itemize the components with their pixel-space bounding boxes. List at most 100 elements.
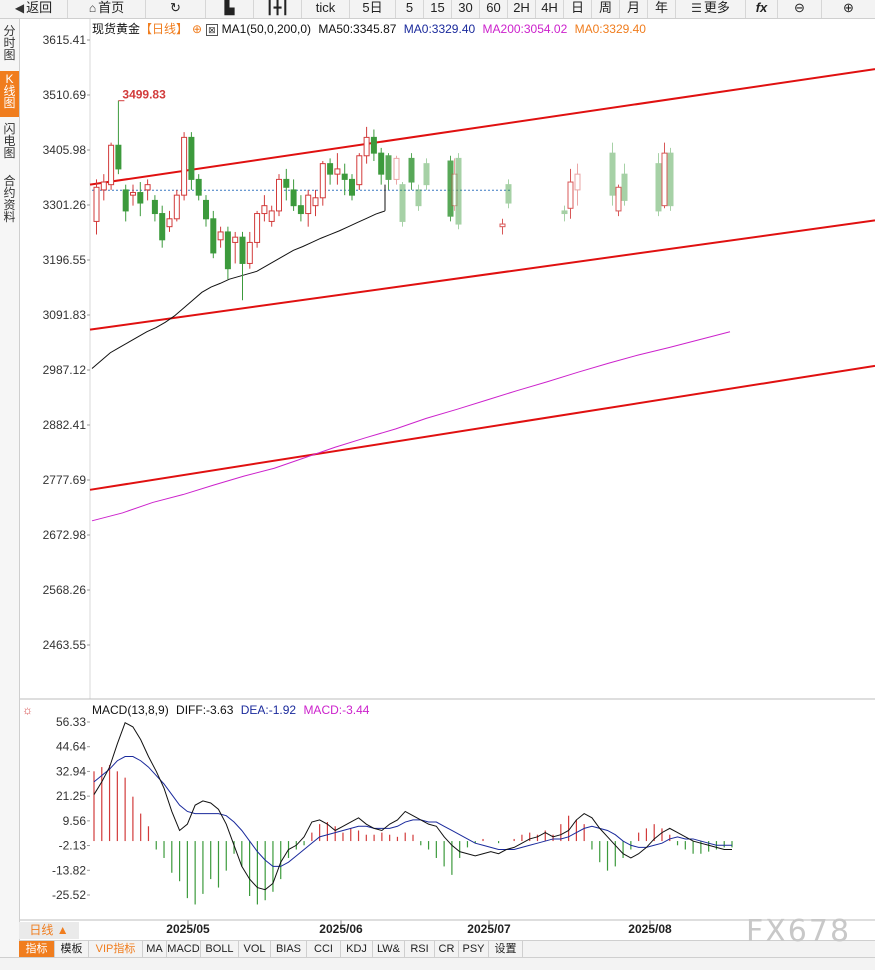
price-tick-label: 3510.69 — [43, 88, 87, 102]
indicator-tab[interactable]: CCI — [307, 941, 341, 958]
left-nav: 分时图 K线图 闪电图 合约资料 — [0, 19, 20, 969]
indicator-tab[interactable]: LW& — [373, 941, 405, 958]
macd-axis: 56.33 44.64 32.94 21.25 9.56 -2.13 -13.82 -25.5… — [52, 715, 90, 902]
candle-body — [341, 173, 348, 180]
indicator-tab[interactable]: 模板 — [55, 941, 89, 958]
price-axis: 3615.41 3510.69 3405.98 3301.26 3196.55 3091.… — [43, 33, 90, 652]
nav-tab-flash[interactable]: 闪电图 — [0, 123, 19, 163]
candle-body — [239, 236, 246, 264]
indicator-tab[interactable]: RSI — [405, 941, 435, 958]
candle — [283, 168, 290, 201]
candle — [137, 182, 144, 217]
chart-type-button[interactable]: ▙ — [206, 0, 254, 18]
candle-body — [370, 136, 377, 154]
indicator-tab[interactable]: 指标 — [19, 941, 55, 958]
candle-body — [621, 173, 628, 201]
indicator-tab[interactable]: BIAS — [271, 941, 307, 958]
indicator-tab[interactable]: CR — [435, 941, 459, 958]
candle-type-button[interactable]: ┃╋┃ — [254, 0, 302, 18]
sun-icon[interactable]: ☼ — [22, 703, 33, 717]
indicator-tab[interactable]: BOLL — [201, 941, 239, 958]
ghost-candle — [415, 184, 422, 211]
settings-icon[interactable]: ⊕ — [192, 22, 203, 36]
home-button[interactable]: ⌂ 首页 — [68, 0, 146, 18]
watermark: FX678 — [746, 914, 852, 949]
candle-body — [327, 163, 334, 175]
menu-icon: ☰ — [691, 1, 702, 15]
candle-body — [203, 199, 209, 220]
indicator-tab[interactable]: MACD — [167, 941, 201, 958]
period-month-button[interactable]: 月 — [620, 0, 648, 18]
nav-tab-kline[interactable]: K线图 — [0, 71, 19, 117]
period-dropdown[interactable]: 日线 ▲ — [19, 922, 79, 939]
zoom-out-button[interactable]: ⊖ — [778, 0, 822, 18]
ghost-candle — [615, 184, 622, 217]
nav-tab-contract[interactable]: 合约资料 — [0, 175, 19, 229]
period-day-button[interactable]: 日 — [564, 0, 592, 18]
indicator-tab[interactable]: VOL — [239, 941, 271, 958]
candle — [334, 153, 341, 185]
period-week-button[interactable]: 周 — [592, 0, 620, 18]
period-2h-button[interactable]: 2H — [508, 0, 536, 18]
period-30-button[interactable]: 30 — [452, 0, 480, 18]
indicator-tab[interactable]: MA — [143, 941, 167, 958]
trend-channel — [89, 68, 875, 491]
candle — [363, 126, 370, 164]
period-60-button[interactable]: 60 — [480, 0, 508, 18]
candle-body — [290, 189, 297, 207]
period-year-button[interactable]: 年 — [648, 0, 676, 18]
trend-line — [89, 68, 875, 186]
period-4h-button[interactable]: 4H — [536, 0, 564, 18]
back-button[interactable]: ◀ 返回 — [0, 0, 68, 18]
candles: 3499.83 — [93, 88, 674, 301]
candle — [276, 174, 282, 217]
period-5d-button[interactable]: 5日 — [350, 0, 396, 18]
period-15-button[interactable]: 15 — [424, 0, 452, 18]
function-button[interactable]: fx — [746, 0, 778, 18]
ghost-candle — [667, 147, 674, 211]
ma1-param: MA1(50,0,200,0) — [221, 22, 312, 36]
candle-body — [254, 213, 261, 243]
trend-line — [89, 364, 875, 491]
candle — [370, 129, 377, 162]
macd-pane[interactable] — [93, 721, 733, 905]
indicator-tab[interactable]: 设置 — [489, 941, 523, 958]
candle-body — [447, 160, 454, 217]
status-bar — [0, 957, 875, 970]
indicator-icon[interactable]: ⊠ — [206, 24, 218, 36]
home-icon: ⌂ — [88, 1, 97, 15]
more-button[interactable]: ☰ 更多 — [676, 0, 746, 18]
candle-body — [181, 136, 188, 196]
candle-body — [415, 189, 422, 207]
zoom-in-button[interactable]: ⊕ — [822, 0, 875, 18]
ghost-candle — [423, 158, 430, 190]
period-5-button[interactable]: 5 — [396, 0, 424, 18]
candle-body — [451, 173, 458, 207]
indicator-tab[interactable]: KDJ — [341, 941, 373, 958]
candle-body — [246, 241, 253, 264]
tick-button[interactable]: tick — [302, 0, 350, 18]
candle-body — [137, 192, 144, 204]
date-tick-label: 2025/05 — [166, 922, 210, 936]
bar-chart-icon: ▙ — [224, 0, 235, 15]
ghost-candle — [574, 163, 581, 206]
candle — [151, 195, 158, 222]
candle-body — [499, 223, 506, 228]
price-tick-label: 2987.12 — [43, 363, 87, 377]
price-tick-label: 2777.69 — [43, 473, 87, 487]
diff-line — [93, 721, 732, 891]
indicator-tab[interactable]: PSY — [459, 941, 489, 958]
candle-body — [655, 163, 662, 212]
candle-body — [195, 178, 202, 196]
main-legend: 现货黄金【日线】 ⊕ ⊠ MA1(50,0,200,0) MA50:3345.87 M… — [92, 20, 650, 37]
nav-tab-timeshare[interactable]: 分时图 — [0, 25, 19, 65]
candle — [181, 132, 188, 201]
price-tick-label: 3615.41 — [43, 33, 87, 47]
candle — [108, 142, 115, 190]
candle — [115, 100, 122, 175]
refresh-button[interactable]: ↻ — [146, 0, 206, 18]
indicator-tab[interactable]: VIP指标 — [89, 941, 143, 958]
candle-icon: ┃╋┃ — [265, 0, 290, 15]
candle-body — [268, 210, 275, 222]
